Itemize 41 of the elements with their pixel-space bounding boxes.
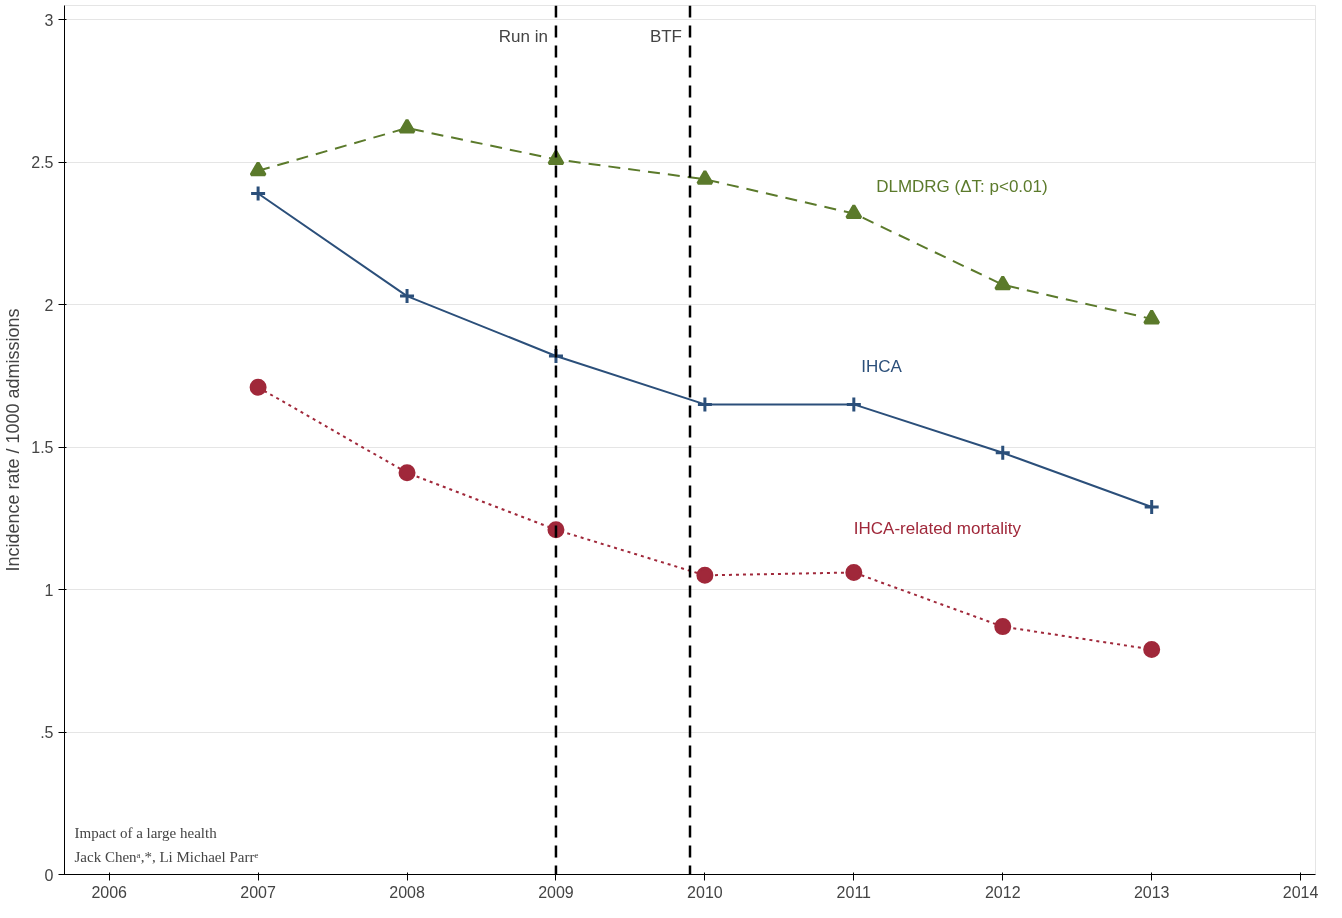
x-tick-label: 2008 (389, 883, 425, 901)
point (398, 464, 416, 482)
point (1143, 640, 1161, 658)
x-tick-label: 2006 (91, 883, 128, 901)
point (1143, 309, 1161, 325)
point (249, 161, 267, 177)
x-tick-label: 2010 (687, 883, 723, 901)
ref-line-label: BTF (649, 26, 682, 46)
x-tick-label: 2007 (240, 883, 277, 901)
point (249, 378, 267, 396)
x-tick-label: 2014 (1282, 883, 1319, 901)
y-tick-label: .5 (40, 724, 54, 742)
y-tick-label: 2.5 (31, 154, 54, 172)
ref-line-label: Run in (498, 26, 548, 46)
annotation: Jack Chenᵃ,*, Li Michael Parrᵉ (74, 848, 259, 865)
y-tick-label: 1.5 (31, 439, 54, 457)
point (1143, 498, 1161, 516)
y-tick-label: 1 (44, 581, 54, 599)
point (994, 618, 1012, 636)
point (696, 395, 714, 413)
series-label: DLMDRG (ΔT: p<0.01) (876, 177, 1048, 197)
series-label: IHCA (861, 356, 903, 376)
point (994, 444, 1012, 462)
point (696, 566, 714, 584)
annotation: Impact of a large health (74, 824, 218, 841)
y-tick-label: 2 (44, 296, 54, 314)
point (994, 275, 1012, 291)
x-tick-label: 2013 (1133, 883, 1170, 901)
point (845, 564, 863, 581)
x-tick-label: 2011 (836, 883, 872, 901)
point (398, 118, 416, 134)
point (845, 203, 863, 220)
y-axis-title: Incidence rate / 1000 admissions (3, 308, 24, 572)
x-tick-label: 2009 (538, 883, 574, 901)
point (696, 169, 714, 185)
point (845, 395, 863, 413)
y-tick-label: 3 (44, 11, 54, 29)
series-label: IHCA-related mortality (853, 519, 1022, 539)
x-tick-label: 2012 (984, 883, 1021, 901)
point (398, 287, 416, 305)
y-tick-label: 0 (44, 866, 54, 884)
